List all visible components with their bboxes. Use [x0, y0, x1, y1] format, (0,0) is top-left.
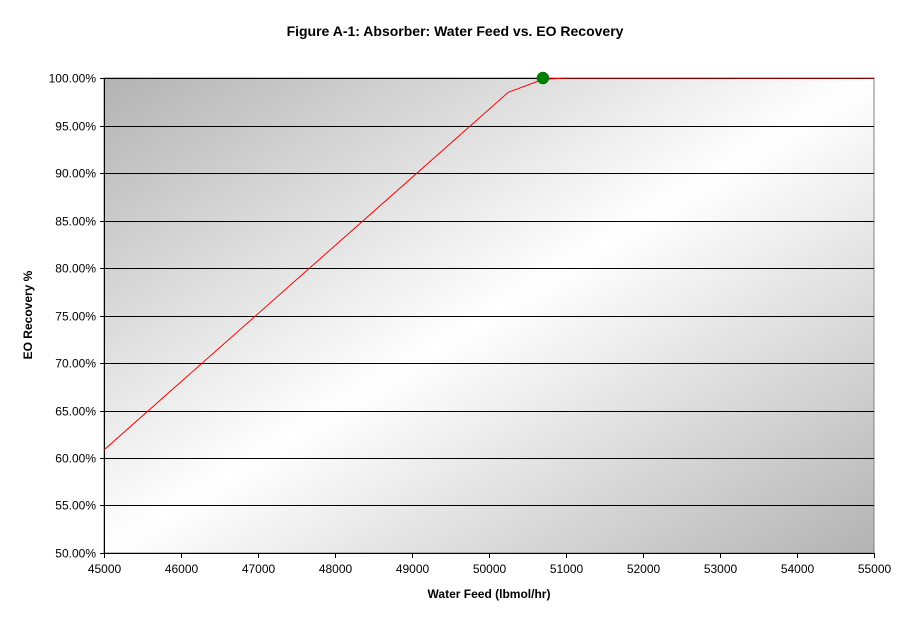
chart-title: Figure A-1: Absorber: Water Feed vs. EO … — [287, 23, 624, 39]
y-tick-label: 75.00% — [55, 310, 96, 324]
plot-area — [103, 77, 875, 554]
x-axis-label: Water Feed (lbmol/hr) — [428, 587, 551, 601]
x-tick-label: 55000 — [858, 562, 892, 576]
x-tick-label: 53000 — [704, 562, 738, 576]
y-tick-label: 90.00% — [55, 167, 96, 181]
x-tick-label: 45000 — [88, 562, 122, 576]
y-tick-label: 95.00% — [55, 120, 96, 134]
y-axis-label: EO Recovery % — [21, 270, 35, 359]
x-tick-label: 51000 — [550, 562, 584, 576]
x-tick-label: 52000 — [627, 562, 661, 576]
y-tick-label: 80.00% — [55, 262, 96, 276]
highlight-point — [536, 71, 550, 85]
x-tick-label: 54000 — [781, 562, 815, 576]
y-tick-label: 60.00% — [55, 452, 96, 466]
x-axis-ticks: 45000 46000 47000 48000 49000 50000 51000 52000… — [88, 553, 892, 576]
y-tick-label: 55.00% — [55, 499, 96, 513]
x-tick-label: 49000 — [396, 562, 430, 576]
x-tick-label: 47000 — [242, 562, 276, 576]
x-tick-label: 46000 — [165, 562, 199, 576]
y-tick-label: 50.00% — [55, 547, 96, 561]
y-tick-label: 70.00% — [55, 357, 96, 371]
x-tick-label: 50000 — [473, 562, 507, 576]
y-axis-ticks: 50.00% 55.00% 60.00% 65.00% 70.00% 75.00% 80.0… — [49, 72, 104, 561]
y-tick-label: 85.00% — [55, 215, 96, 229]
y-tick-label: 100.00% — [49, 72, 97, 86]
x-tick-label: 48000 — [319, 562, 353, 576]
highlight-group — [536, 71, 550, 85]
y-tick-label: 65.00% — [55, 405, 96, 419]
